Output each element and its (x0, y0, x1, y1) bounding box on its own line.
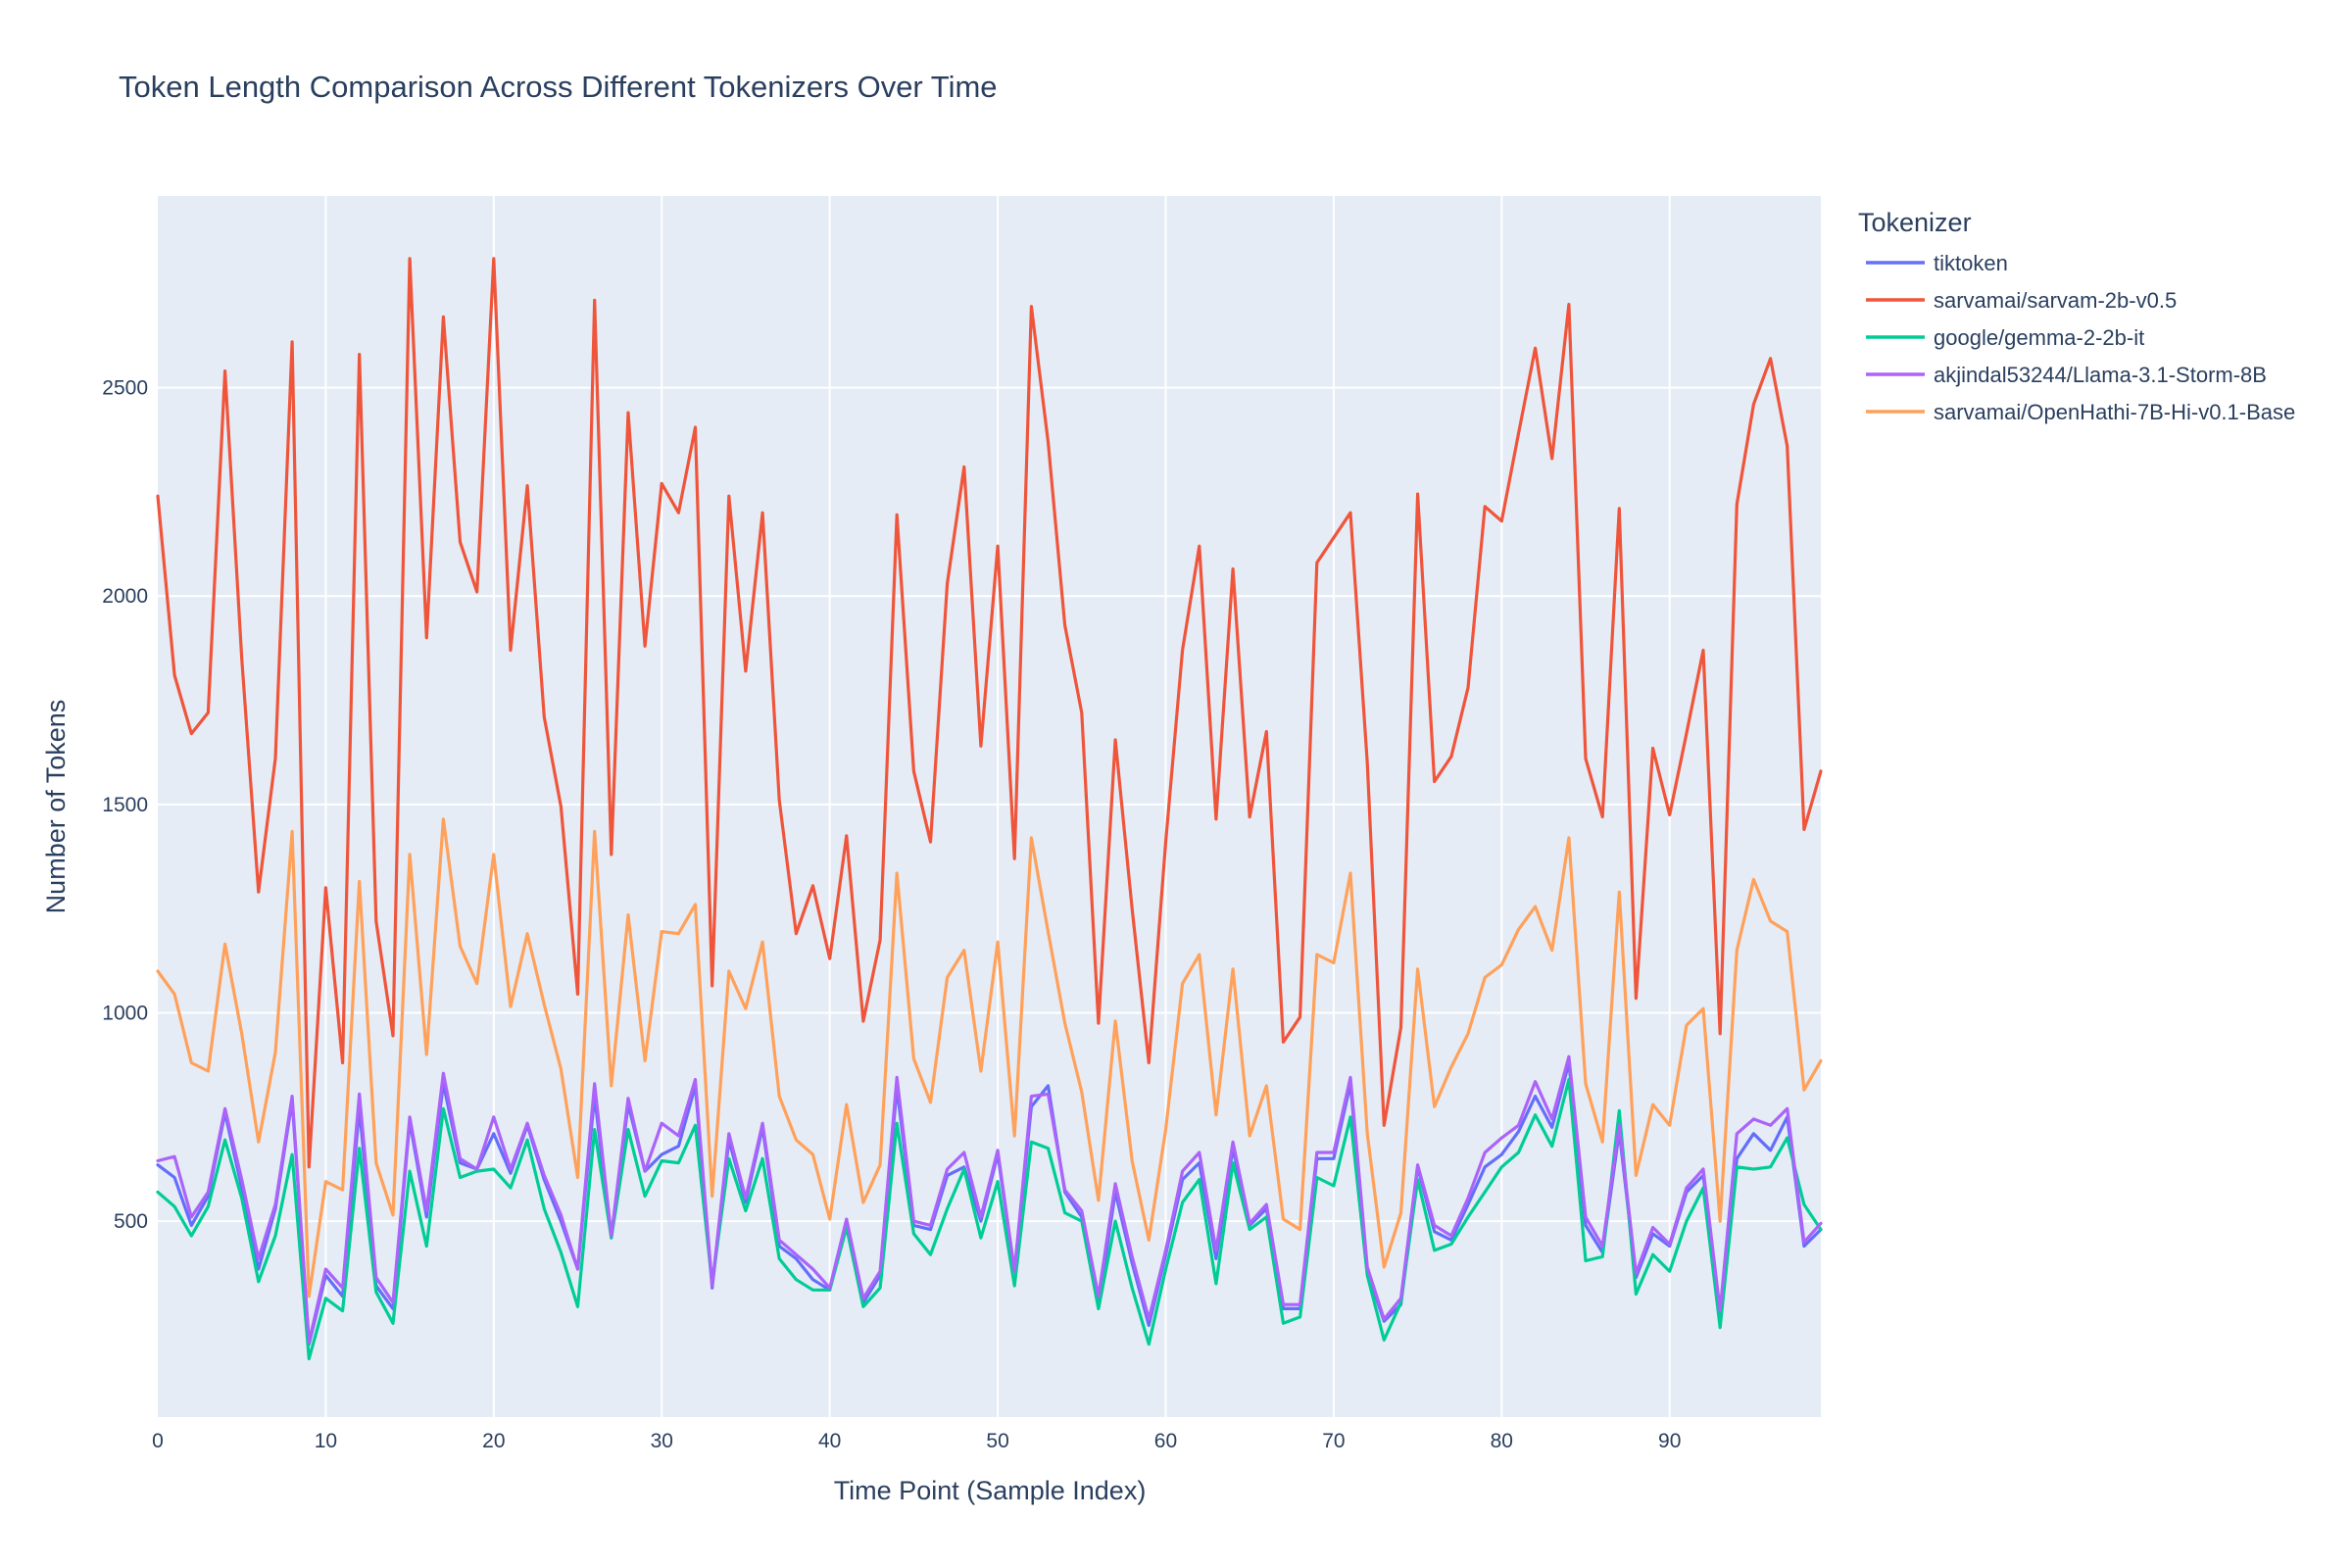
series-line-4 (156, 1054, 1823, 1345)
legend-label: akjindal53244/Llama-3.1-Storm-8B (1934, 363, 2267, 387)
y-tick-label: 2500 (102, 377, 148, 400)
x-tick-label: 40 (818, 1430, 841, 1452)
y-tick-label: 500 (114, 1210, 148, 1233)
series-line-3 (156, 1077, 1823, 1361)
x-axis-ticks: 0 10 20 30 40 50 60 70 80 90 (152, 1430, 1681, 1452)
legend-item[interactable]: tiktoken (1866, 251, 2008, 275)
y-axis-title: Number of Tokens (41, 700, 71, 914)
series-line-2 (156, 257, 1823, 1169)
x-axis-title: Time Point (Sample Index) (834, 1476, 1147, 1505)
legend-items: tiktoken sarvamai/sarvam-2b-v0.5 google/ge… (1866, 251, 2295, 424)
chart-title: Token Length Comparison Across Different… (119, 70, 998, 104)
x-tick-label: 90 (1658, 1430, 1681, 1452)
y-tick-label: 1000 (102, 1003, 148, 1025)
legend-label: google/gemma-2-2b-it (1934, 325, 2144, 350)
x-tick-label: 60 (1154, 1430, 1177, 1452)
x-tick-label: 80 (1491, 1430, 1513, 1452)
legend-title: Tokenizer (1858, 208, 1972, 237)
x-tick-label: 20 (482, 1430, 505, 1452)
x-tick-label: 10 (315, 1430, 337, 1452)
series-line-5 (156, 817, 1823, 1298)
x-tick-label: 0 (152, 1430, 164, 1452)
legend-item[interactable]: akjindal53244/Llama-3.1-Storm-8B (1866, 363, 2267, 387)
legend-label: sarvamai/sarvam-2b-v0.5 (1934, 288, 2177, 313)
x-tick-label: 70 (1322, 1430, 1345, 1452)
legend: Tokenizer tiktoken sarvamai/sarvam-2b-v0.… (1858, 208, 2295, 424)
y-axis-ticks: 500 1000 1500 2000 2500 (102, 377, 148, 1234)
y-tick-label: 2000 (102, 585, 148, 608)
legend-item[interactable]: sarvamai/OpenHathi-7B-Hi-v0.1-Base (1866, 400, 2295, 424)
legend-item[interactable]: sarvamai/sarvam-2b-v0.5 (1866, 288, 2177, 313)
legend-item[interactable]: google/gemma-2-2b-it (1866, 325, 2144, 350)
y-tick-label: 1500 (102, 794, 148, 816)
legend-label: tiktoken (1934, 251, 2008, 275)
x-tick-label: 30 (651, 1430, 673, 1452)
x-tick-label: 50 (986, 1430, 1008, 1452)
legend-label: sarvamai/OpenHathi-7B-Hi-v0.1-Base (1934, 400, 2295, 424)
series-lines (156, 257, 1823, 1361)
